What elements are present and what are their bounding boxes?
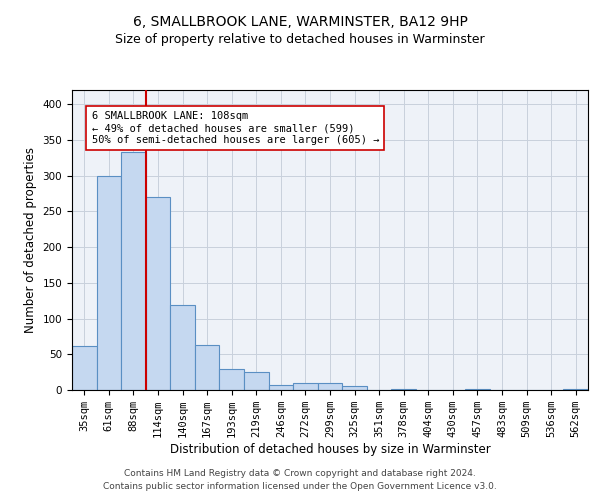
Bar bbox=[391, 388, 416, 390]
Bar bbox=[121, 152, 146, 390]
Text: Size of property relative to detached houses in Warminster: Size of property relative to detached ho… bbox=[115, 32, 485, 46]
X-axis label: Distribution of detached houses by size in Warminster: Distribution of detached houses by size … bbox=[170, 443, 490, 456]
Bar bbox=[342, 386, 367, 390]
Bar bbox=[269, 385, 293, 390]
Bar bbox=[72, 346, 97, 390]
Text: Contains public sector information licensed under the Open Government Licence v3: Contains public sector information licen… bbox=[103, 482, 497, 491]
Bar bbox=[97, 176, 121, 390]
Bar bbox=[244, 372, 269, 390]
Y-axis label: Number of detached properties: Number of detached properties bbox=[24, 147, 37, 333]
Bar bbox=[465, 388, 490, 390]
Bar bbox=[563, 388, 588, 390]
Text: 6 SMALLBROOK LANE: 108sqm
← 49% of detached houses are smaller (599)
50% of semi: 6 SMALLBROOK LANE: 108sqm ← 49% of detac… bbox=[92, 112, 379, 144]
Text: 6, SMALLBROOK LANE, WARMINSTER, BA12 9HP: 6, SMALLBROOK LANE, WARMINSTER, BA12 9HP bbox=[133, 15, 467, 29]
Bar bbox=[293, 383, 318, 390]
Bar bbox=[170, 305, 195, 390]
Bar bbox=[195, 345, 220, 390]
Bar bbox=[318, 383, 342, 390]
Bar bbox=[220, 370, 244, 390]
Text: Contains HM Land Registry data © Crown copyright and database right 2024.: Contains HM Land Registry data © Crown c… bbox=[124, 468, 476, 477]
Bar bbox=[146, 197, 170, 390]
